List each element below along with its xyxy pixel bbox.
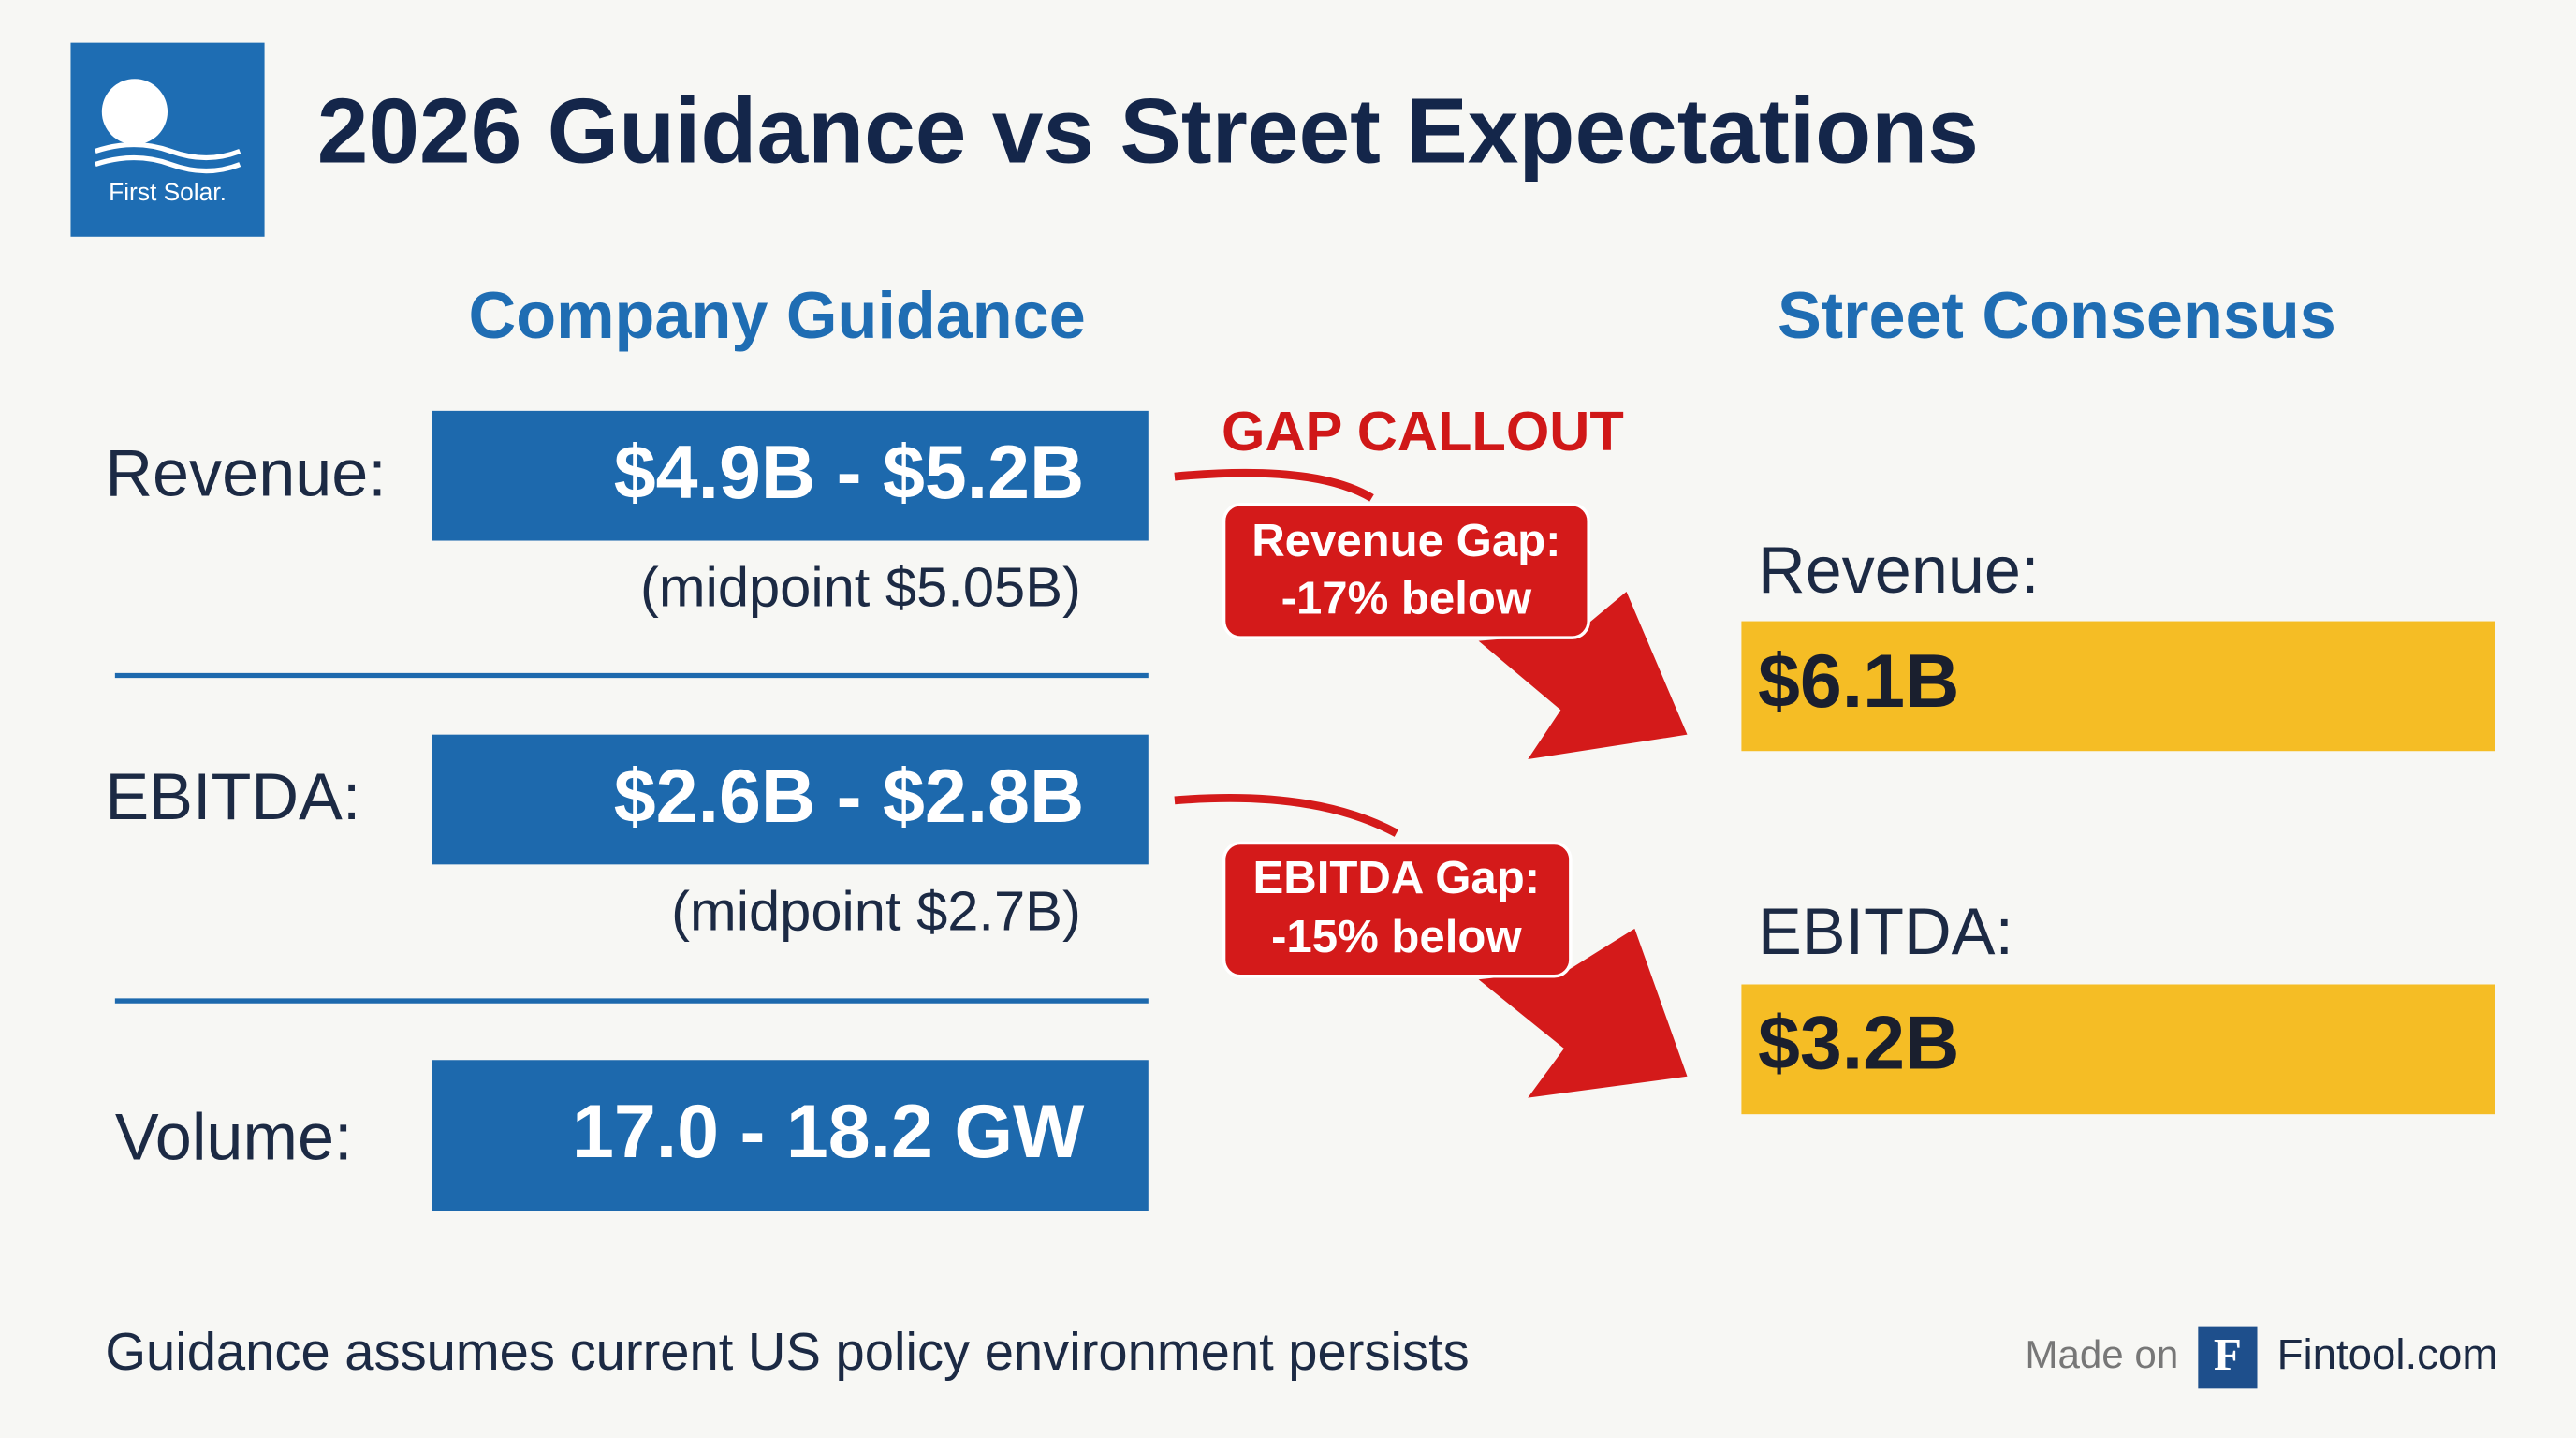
gap-text: -17% below bbox=[1281, 573, 1532, 624]
logo-sun bbox=[101, 79, 168, 145]
brand-icon-box bbox=[2198, 1326, 2258, 1389]
callout-curve bbox=[1174, 793, 1398, 837]
row-label: EBITDA: bbox=[1758, 894, 2013, 968]
gap-text: -15% below bbox=[1271, 912, 1522, 962]
callout-arrow bbox=[1478, 928, 1688, 1098]
midpoint-note: (midpoint $2.7B) bbox=[671, 880, 1081, 943]
gap-box bbox=[1222, 841, 1573, 978]
title: 2026 Guidance vs Street Expectations bbox=[317, 79, 1979, 182]
guidance-value: $4.9B - $5.2B bbox=[614, 431, 1085, 515]
callout-title: GAP CALLOUT bbox=[1222, 400, 1624, 462]
made-on: Made on bbox=[2025, 1332, 2178, 1376]
callout-curve bbox=[1174, 468, 1374, 502]
consensus-value: $3.2B bbox=[1758, 1001, 1959, 1085]
value-box bbox=[432, 410, 1149, 541]
consensus-box bbox=[1741, 621, 2496, 752]
guidance-value: $2.6B - $2.8B bbox=[614, 755, 1085, 839]
value-box bbox=[432, 734, 1149, 865]
guidance-heading: Company Guidance bbox=[469, 278, 1086, 352]
row-label: EBITDA: bbox=[105, 759, 360, 833]
logo-waves bbox=[94, 141, 242, 174]
row-label: Volume: bbox=[115, 1100, 353, 1174]
brand[interactable]: Fintool.com bbox=[2277, 1330, 2498, 1378]
brand-icon: F bbox=[2214, 1328, 2242, 1380]
footer-note: Guidance assumes current US policy envir… bbox=[105, 1322, 1469, 1381]
guidance-value: 17.0 - 18.2 GW bbox=[572, 1090, 1085, 1174]
row-label: Revenue: bbox=[105, 435, 387, 509]
gap-text: Revenue Gap: bbox=[1251, 516, 1560, 566]
consensus-heading: Street Consensus bbox=[1778, 278, 2336, 352]
logo-box bbox=[70, 42, 265, 237]
consensus-box bbox=[1741, 984, 2496, 1115]
consensus-value: $6.1B bbox=[1758, 639, 1959, 724]
logo-text: First Solar. bbox=[109, 178, 227, 206]
row-label: Revenue: bbox=[1758, 533, 2040, 607]
callout-arrow bbox=[1478, 591, 1688, 760]
gap-text: EBITDA Gap: bbox=[1253, 853, 1541, 903]
value-box bbox=[432, 1060, 1149, 1211]
midpoint-note: (midpoint $5.05B) bbox=[640, 556, 1081, 619]
gap-box bbox=[1222, 503, 1590, 639]
